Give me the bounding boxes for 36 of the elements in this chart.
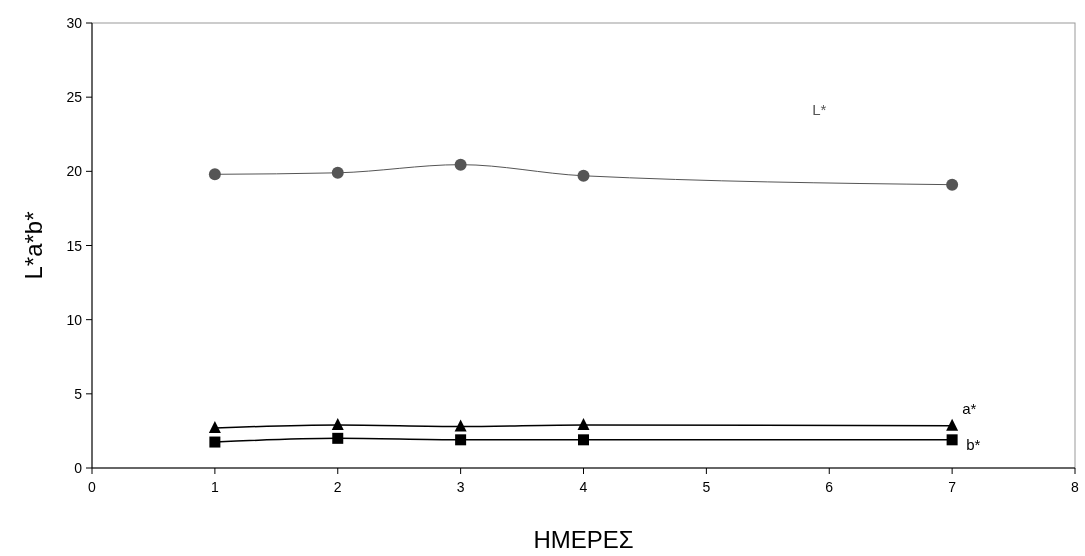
point xyxy=(209,436,221,448)
x-axis-title: ΗΜΕΡΕΣ xyxy=(533,526,634,553)
x-tick-label: 8 xyxy=(1071,479,1080,495)
point xyxy=(454,419,467,432)
text: L* xyxy=(812,100,827,118)
y-tick-label: 0 xyxy=(74,460,83,476)
point xyxy=(454,158,467,171)
point xyxy=(332,432,344,444)
x-tick-label: 6 xyxy=(825,479,834,495)
x-tick-label: 5 xyxy=(702,479,711,495)
point xyxy=(331,417,344,430)
y-tick-label: 10 xyxy=(66,311,83,328)
y-tick-label: 15 xyxy=(66,237,83,254)
point xyxy=(331,166,344,179)
point xyxy=(578,434,589,446)
point xyxy=(455,434,467,446)
point xyxy=(208,420,221,433)
x-tick-label: 1 xyxy=(210,479,219,495)
x-tick-label: 0 xyxy=(88,479,97,495)
series-label: a* xyxy=(962,399,977,417)
y-axis-title: L*a*b* xyxy=(20,211,47,280)
y-tick-label: 30 xyxy=(66,15,83,31)
series-label: b* xyxy=(966,435,981,453)
y-tick-label: 25 xyxy=(66,89,83,106)
point xyxy=(577,169,590,182)
point xyxy=(946,434,958,446)
point xyxy=(208,168,221,181)
x-tick-label: 4 xyxy=(579,479,588,495)
x-tick-label: 3 xyxy=(456,479,465,495)
point xyxy=(946,178,959,191)
point xyxy=(577,417,590,430)
y-tick-label: 20 xyxy=(66,163,83,180)
y-tick-label: 5 xyxy=(74,385,83,402)
x-tick-label: 2 xyxy=(333,479,342,495)
x-tick-label: 7 xyxy=(948,479,957,495)
point xyxy=(946,418,959,431)
